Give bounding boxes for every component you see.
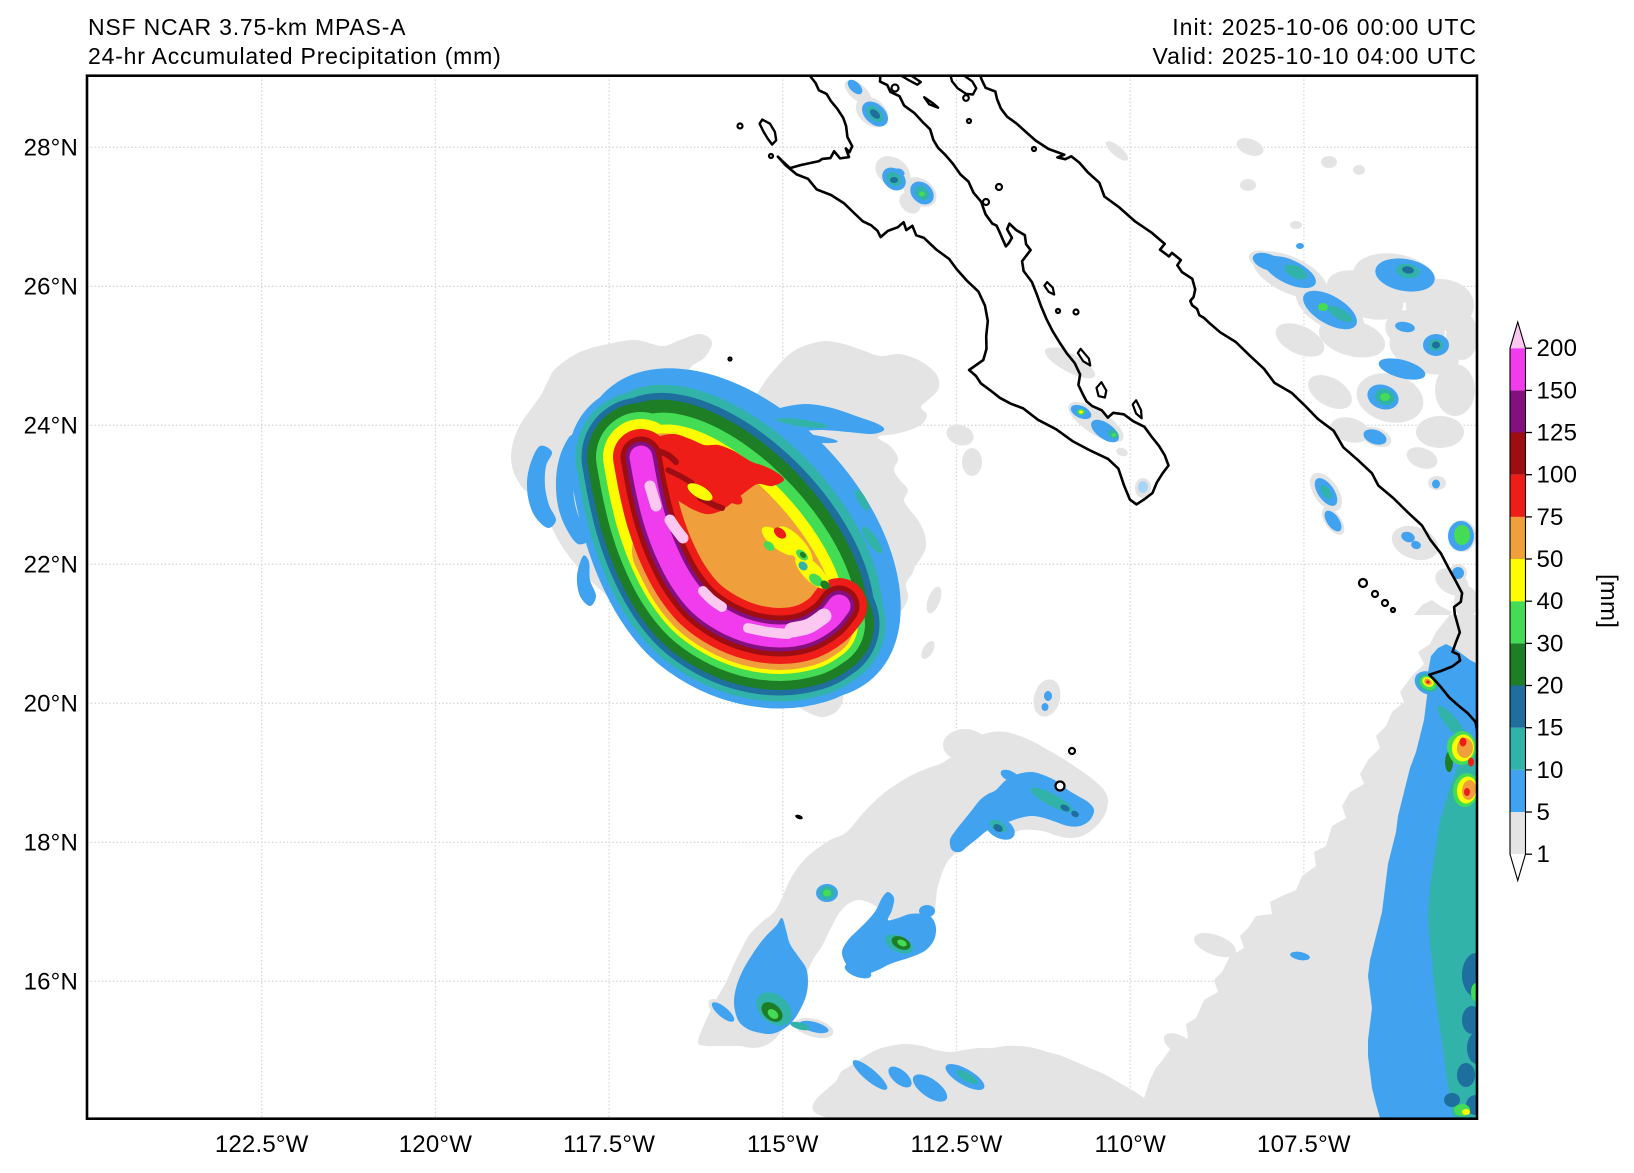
svg-text:22°N: 22°N — [24, 551, 78, 578]
svg-text:112.5°W: 112.5°W — [911, 1131, 1003, 1158]
svg-text:115°W: 115°W — [747, 1131, 819, 1158]
svg-text:28°N: 28°N — [24, 134, 78, 161]
svg-text:107.5°W: 107.5°W — [1257, 1131, 1351, 1158]
svg-text:18°N: 18°N — [24, 829, 78, 856]
svg-text:20°N: 20°N — [24, 690, 78, 717]
svg-text:117.5°W: 117.5°W — [563, 1131, 655, 1158]
svg-text:24°N: 24°N — [24, 412, 78, 439]
svg-text:Init: 2025-10-06 00:00 UTC: Init: 2025-10-06 00:00 UTC — [1172, 14, 1477, 40]
svg-text:30: 30 — [1537, 630, 1564, 657]
svg-text:40: 40 — [1537, 588, 1564, 615]
svg-text:Valid: 2025-10-10 04:00 UTC: Valid: 2025-10-10 04:00 UTC — [1153, 43, 1477, 69]
svg-text:125: 125 — [1537, 420, 1578, 447]
svg-text:24-hr Accumulated Precipitatio: 24-hr Accumulated Precipitation (mm) — [88, 43, 502, 69]
svg-text:100: 100 — [1537, 462, 1578, 489]
svg-text:5: 5 — [1537, 799, 1551, 826]
svg-text:120°W: 120°W — [399, 1131, 472, 1158]
svg-text:50: 50 — [1537, 546, 1564, 573]
svg-text:122.5°W: 122.5°W — [215, 1131, 309, 1158]
svg-text:75: 75 — [1537, 504, 1564, 531]
svg-text:15: 15 — [1537, 715, 1564, 742]
svg-text:10: 10 — [1537, 757, 1564, 784]
svg-text:26°N: 26°N — [24, 273, 78, 300]
svg-text:16°N: 16°N — [24, 968, 78, 995]
svg-text:110°W: 110°W — [1094, 1131, 1166, 1158]
svg-text:1: 1 — [1537, 841, 1551, 868]
svg-text:NSF NCAR 3.75-km MPAS-A: NSF NCAR 3.75-km MPAS-A — [88, 14, 406, 40]
svg-text:[mm]: [mm] — [1595, 574, 1622, 628]
svg-text:20: 20 — [1537, 673, 1564, 700]
svg-text:150: 150 — [1537, 377, 1578, 404]
svg-text:200: 200 — [1537, 335, 1578, 362]
